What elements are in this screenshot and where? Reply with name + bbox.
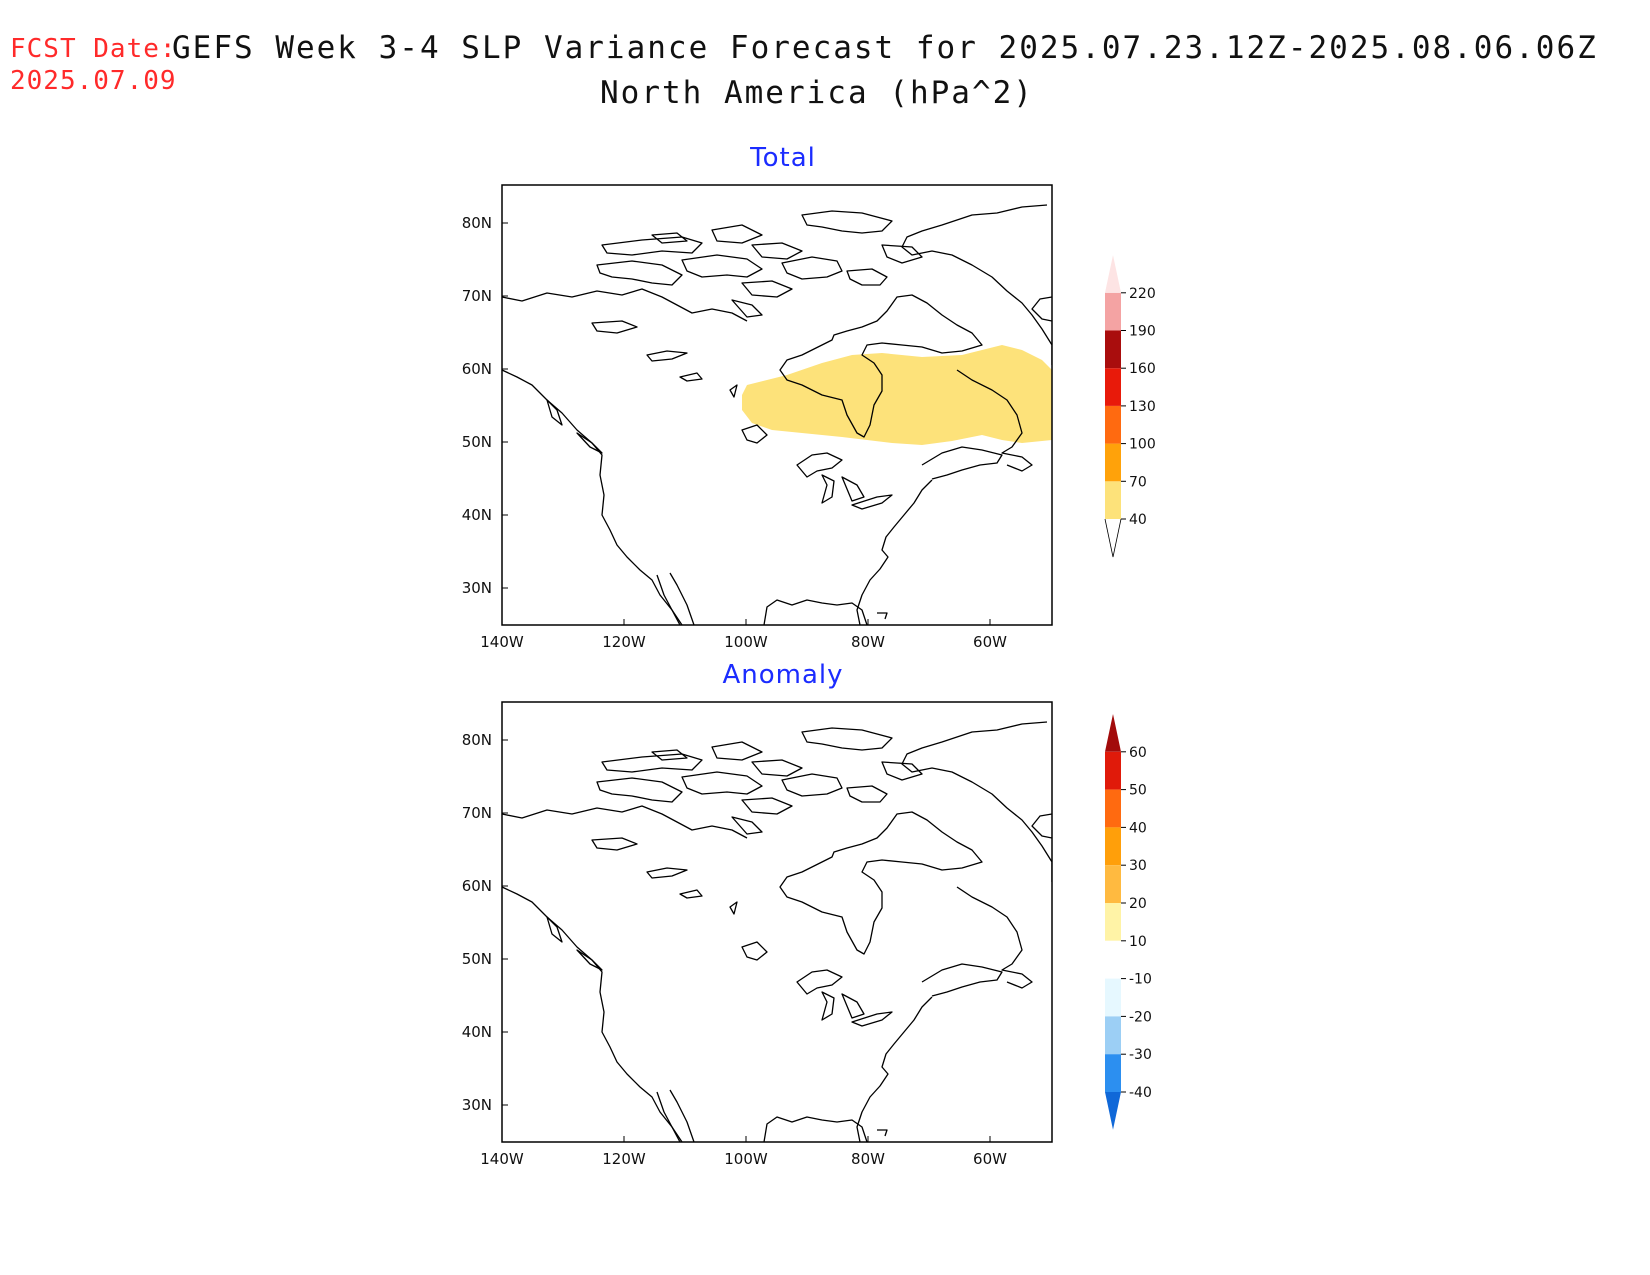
- colorbar-label: 70: [1129, 474, 1147, 490]
- lon-tick-label: 80W: [851, 633, 885, 651]
- lon-tick-label: 80W: [851, 1150, 885, 1168]
- colorbar-box: [1105, 1054, 1121, 1092]
- lat-tick-label: 50N: [462, 950, 492, 968]
- colorbar-tip-low: [1104, 518, 1122, 558]
- colorbar-label: 160: [1129, 361, 1156, 377]
- colorbar-label: 10: [1129, 934, 1147, 950]
- colorbar-label: 190: [1129, 324, 1156, 340]
- lat-tick-label: 80N: [462, 214, 492, 232]
- colorbar-box: [1105, 865, 1121, 903]
- colorbar-label: -40: [1129, 1085, 1152, 1101]
- shaded-variance-region: [742, 345, 1052, 445]
- colorbar-box: [1105, 368, 1121, 406]
- colorbar-box: [1105, 789, 1121, 828]
- colorbar-label: 220: [1129, 286, 1156, 302]
- colorbar-tip-low: [1105, 1092, 1121, 1130]
- lat-tick-label: 40N: [462, 506, 492, 524]
- colorbar-label: 50: [1129, 783, 1147, 799]
- colorbar-label: 130: [1129, 399, 1156, 415]
- lat-tick-label: 40N: [462, 1023, 492, 1041]
- lat-tick-label: 30N: [462, 579, 492, 597]
- colorbar-label: -20: [1129, 1009, 1152, 1025]
- lat-tick-label: 60N: [462, 360, 492, 378]
- colorbar-box: [1105, 1016, 1121, 1055]
- colorbar-total: 40 70 100 130 160 190 220: [1104, 255, 1156, 558]
- colorbar-label: 40: [1129, 512, 1147, 528]
- lon-tick-label: 140W: [480, 633, 524, 651]
- lat-tick-label: 50N: [462, 433, 492, 451]
- colorbar-anomaly: 60 50 40 30 20 10 -10 -20 -30 -40: [1105, 714, 1152, 1130]
- colorbar-label: 60: [1129, 745, 1147, 761]
- colorbar-box: [1105, 405, 1121, 444]
- lon-tick-label: 60W: [973, 1150, 1007, 1168]
- lon-tick-label: 60W: [973, 633, 1007, 651]
- total-map: 80N 70N 60N 50N 40N 30N 140W 120W 100W 80W 60W: [462, 184, 1053, 651]
- panel-title-anomaly: Anomaly: [722, 660, 844, 690]
- colorbar-label: -30: [1129, 1047, 1152, 1063]
- map-frame: [501, 184, 1053, 626]
- lon-tick-label: 140W: [480, 1150, 524, 1168]
- colorbar-label: 100: [1129, 437, 1156, 453]
- colorbar-label: 20: [1129, 896, 1147, 912]
- colorbar-box: [1105, 903, 1121, 941]
- colorbar-tip-high: [1105, 255, 1121, 293]
- lat-tick-label: 70N: [462, 804, 492, 822]
- colorbar-label: -10: [1129, 972, 1152, 988]
- colorbar-box: [1105, 443, 1121, 482]
- map-axes: 80N 70N 60N 50N 40N 30N 140W 120W 100W 80W 60W: [462, 731, 1007, 1168]
- colorbar-box: [1105, 481, 1121, 519]
- colorbar-box: [1105, 292, 1121, 331]
- lon-tick-label: 120W: [602, 633, 646, 651]
- colorbar-tip-high: [1105, 714, 1121, 752]
- anomaly-map: 80N 70N 60N 50N 40N 30N 140W 120W 100W 80W 60W: [462, 701, 1053, 1168]
- lat-tick-label: 80N: [462, 731, 492, 749]
- lat-tick-label: 60N: [462, 877, 492, 895]
- colorbar-box: [1105, 940, 1121, 979]
- lat-tick-label: 70N: [462, 287, 492, 305]
- fcst-date-value: 2025.07.09: [10, 66, 177, 96]
- lon-tick-label: 100W: [724, 1150, 768, 1168]
- map-frame: [501, 701, 1053, 1143]
- lat-tick-label: 30N: [462, 1096, 492, 1114]
- map-background: [502, 702, 1052, 1142]
- subtitle: North America (hPa^2): [600, 75, 1034, 111]
- panel-title-total: Total: [750, 143, 816, 173]
- fcst-date-label: FCST Date:: [10, 34, 177, 64]
- lon-tick-label: 120W: [602, 1150, 646, 1168]
- colorbar-box: [1105, 330, 1121, 369]
- colorbar-label: 40: [1129, 820, 1147, 836]
- main-title: GEFS Week 3-4 SLP Variance Forecast for …: [172, 30, 1598, 66]
- map-axes: 80N 70N 60N 50N 40N 30N 140W 120W 100W 80W 60W: [462, 214, 1007, 651]
- colorbar-box: [1105, 978, 1121, 1017]
- lon-tick-label: 100W: [724, 633, 768, 651]
- colorbar-box: [1105, 751, 1121, 790]
- colorbar-box: [1105, 827, 1121, 866]
- colorbar-label: 30: [1129, 858, 1147, 874]
